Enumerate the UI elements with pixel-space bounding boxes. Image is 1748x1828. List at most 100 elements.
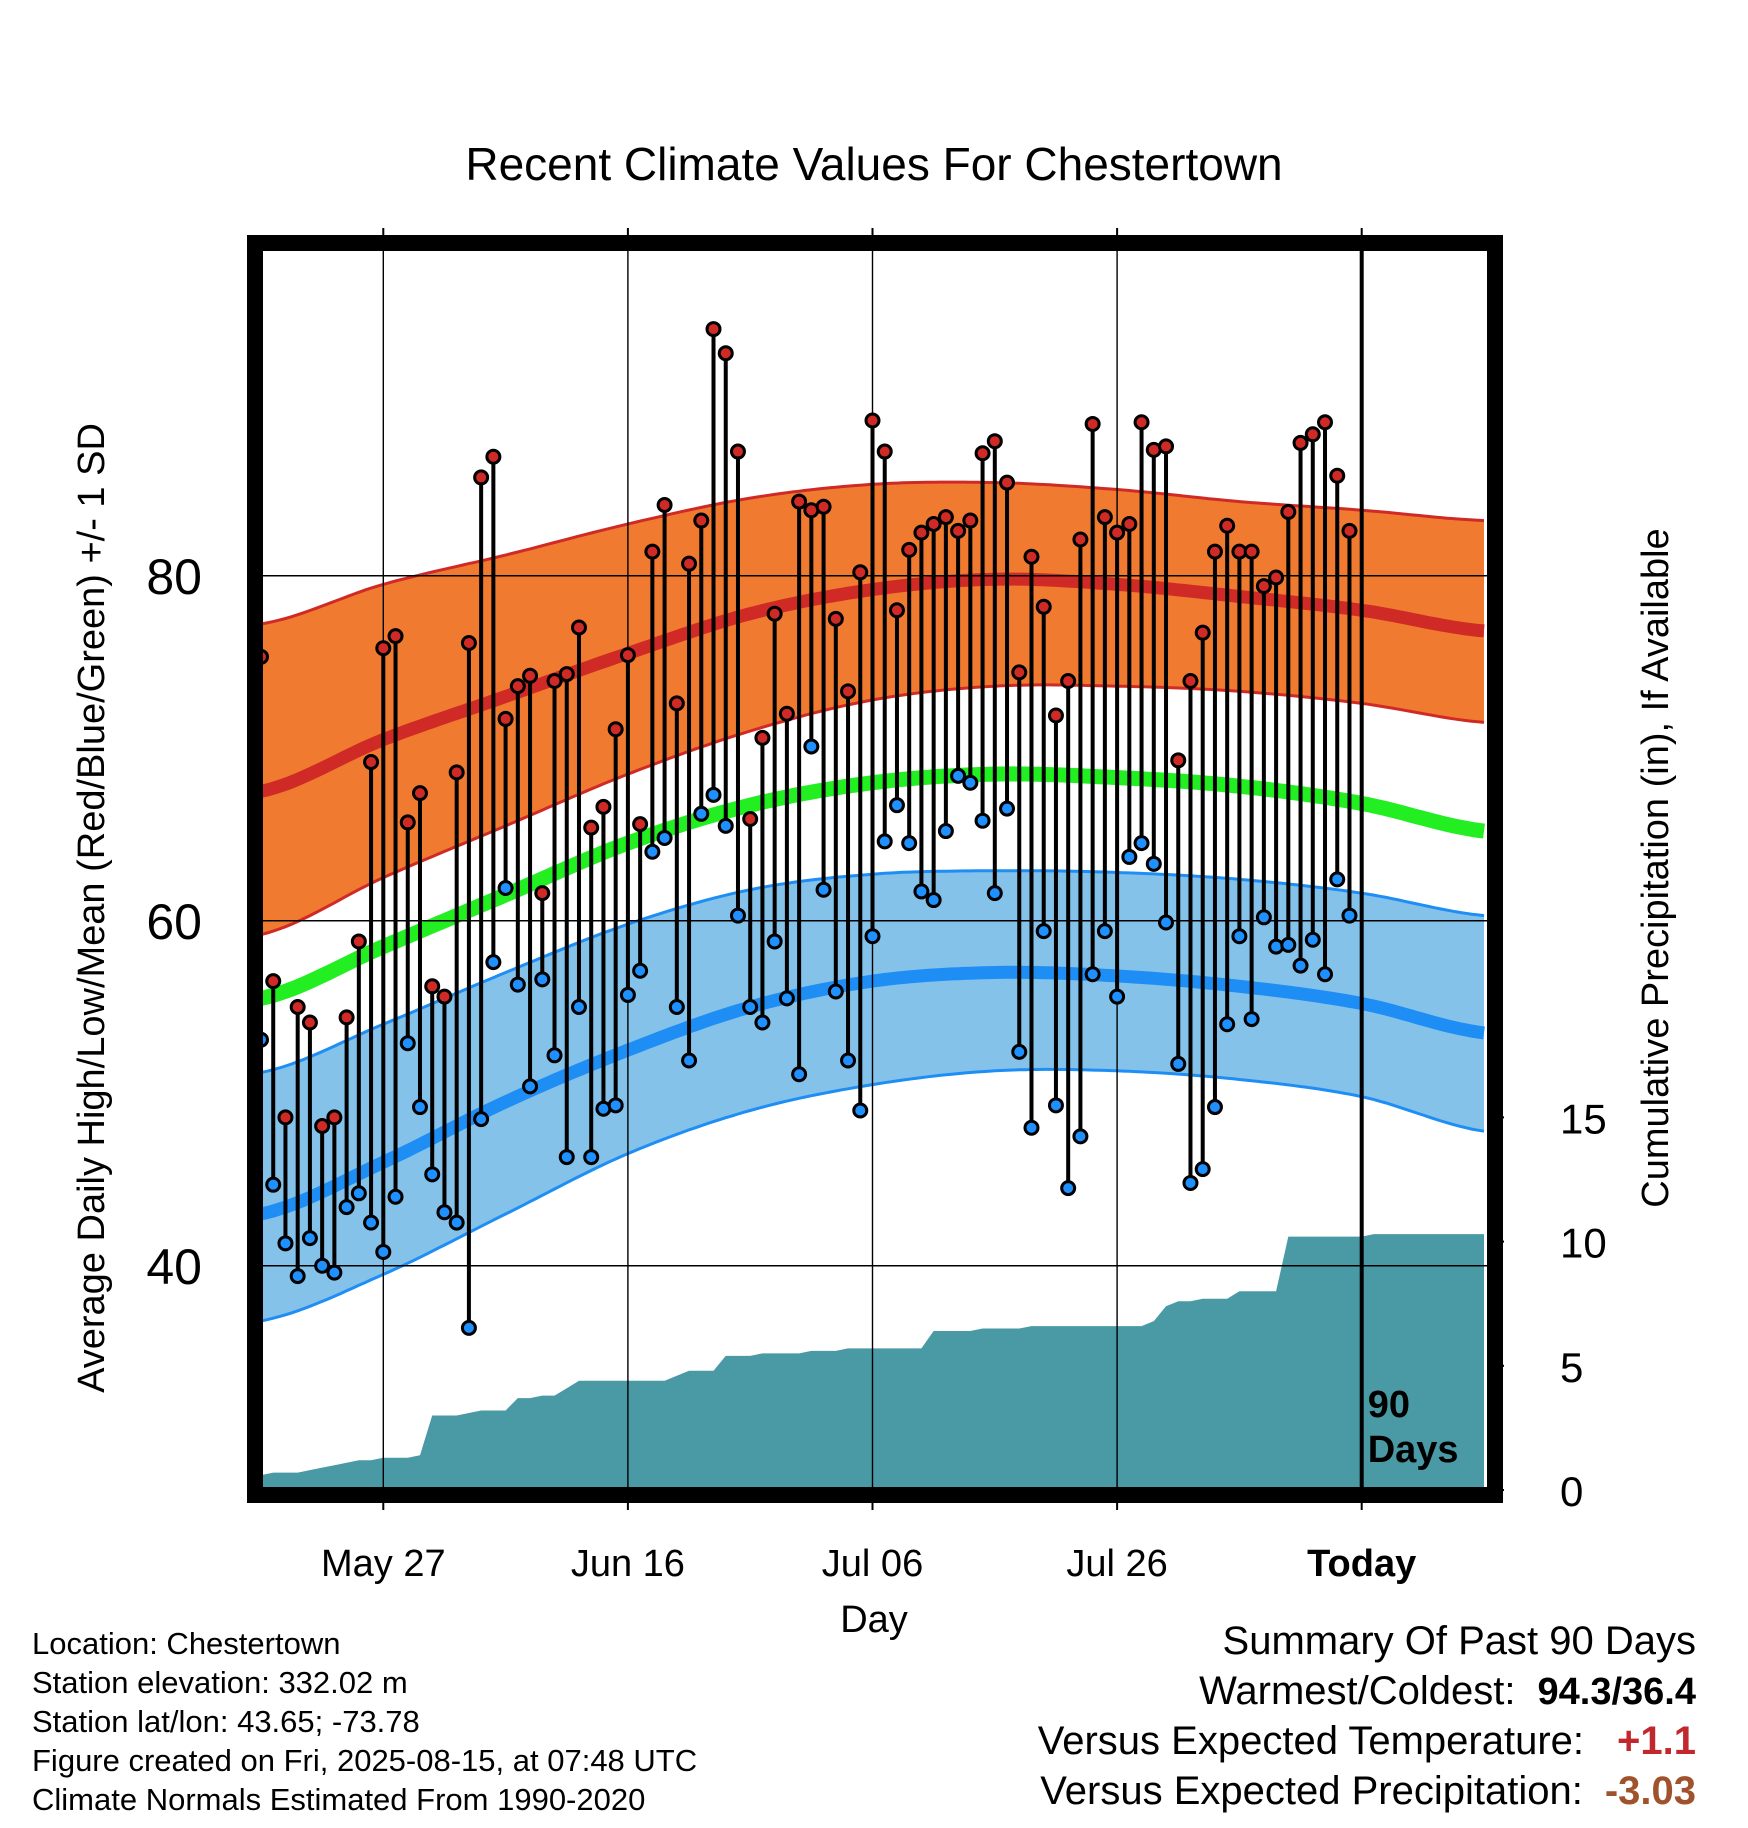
daily-low-point (742, 999, 759, 1015)
daily-low-point (350, 1185, 367, 1202)
daily-low-point (1109, 988, 1126, 1005)
daily-low-point (901, 835, 918, 852)
y2-tick-label-0: 0 (1560, 1468, 1583, 1515)
y-axis-label: Average Daily High/Low/Mean (Red/Blue/Gr… (71, 423, 113, 1393)
summary-warmest-coldest: Warmest/Coldest: 94.3/36.4 (1038, 1666, 1696, 1716)
daily-high-point (301, 1014, 318, 1031)
daily-high-point (399, 814, 416, 831)
daily-low-point (546, 1047, 563, 1064)
daily-high-point (1011, 664, 1028, 681)
daily-high-point (1060, 672, 1077, 689)
daily-low-point (301, 1230, 318, 1247)
daily-high-point (1047, 707, 1064, 724)
daily-high-point (778, 705, 795, 722)
daily-high-point (693, 512, 710, 529)
daily-low-point (656, 829, 673, 846)
daily-high-point (1255, 578, 1272, 595)
daily-low-point (485, 954, 502, 971)
daily-low-point (864, 928, 881, 945)
daily-high-point (607, 721, 624, 738)
warmest-coldest-label: Warmest/Coldest: (1199, 1669, 1516, 1713)
elevation-text: Station elevation: 332.02 m (32, 1665, 408, 1700)
daily-low-point (1219, 1016, 1236, 1033)
daily-high-point (766, 605, 783, 622)
daily-low-point (876, 833, 893, 850)
daily-low-point (583, 1149, 600, 1166)
summary-title: Summary Of Past 90 Days (1222, 1619, 1696, 1663)
daily-low-point (913, 883, 930, 900)
daily-high-point (473, 469, 490, 486)
daily-low-point (729, 907, 746, 924)
x-tick-label-2: Jul 06 (822, 1543, 923, 1585)
daily-low-point (1255, 909, 1272, 926)
daily-high-point (1096, 509, 1113, 526)
daily-low-point (888, 797, 905, 814)
daily-low-point (534, 971, 551, 988)
summary-temperature: Versus Expected Temperature: +1.1 (1038, 1716, 1696, 1766)
daily-low-point (827, 983, 844, 1000)
daily-low-point (778, 990, 795, 1007)
daily-low-point (1304, 931, 1321, 948)
daily-high-point (1268, 569, 1285, 586)
temp-label: Versus Expected Temperature: (1037, 1719, 1584, 1763)
daily-low-point (497, 879, 514, 896)
y2-tick-label-10: 10 (1560, 1220, 1607, 1267)
daily-high-point (1084, 415, 1101, 432)
daily-high-point (827, 610, 844, 627)
daily-low-point (1280, 936, 1297, 953)
y-tick-label-80: 80 (146, 549, 202, 605)
daily-high-point (522, 667, 539, 684)
daily-low-point (1011, 1043, 1028, 1060)
daily-low-point (1182, 1174, 1199, 1191)
daily-low-point (1231, 928, 1248, 945)
daily-high-point (632, 816, 649, 833)
daily-low-point (1243, 1011, 1260, 1028)
daily-low-point (1329, 871, 1346, 888)
warmest-coldest-value: 94.3/36.4 (1537, 1671, 1696, 1713)
x-tick-label-1: Jun 16 (571, 1543, 685, 1585)
daily-low-point (1023, 1119, 1040, 1136)
daily-low-point (1206, 1099, 1223, 1116)
daily-low-point (1084, 966, 1101, 983)
daily-low-point (558, 1149, 575, 1166)
x-tick-label-4: Today (1307, 1543, 1416, 1585)
y2-tick-label-5: 5 (1560, 1344, 1583, 1391)
daily-high-point (742, 810, 759, 827)
daily-high-point (509, 678, 526, 695)
x-tick-label-3: Jul 26 (1066, 1543, 1167, 1585)
x-tick-label-0: May 27 (321, 1543, 446, 1585)
daily-high-point (1304, 426, 1321, 443)
daily-high-point (289, 999, 306, 1015)
daily-low-point (815, 881, 832, 898)
daily-high-point (1182, 672, 1199, 689)
daily-low-point (522, 1078, 539, 1095)
daily-high-point (1280, 503, 1297, 520)
daily-low-point (644, 843, 661, 860)
daily-high-point (1219, 517, 1236, 534)
y2-axis-label: Cumulative Precipitation (in), If Availa… (1635, 528, 1677, 1207)
daily-low-point (1170, 1055, 1187, 1072)
precip-label: Versus Expected Precipitation: (1040, 1769, 1583, 1813)
latlon-text: Station lat/lon: 43.65; -73.78 (32, 1704, 420, 1739)
daily-low-point (681, 1052, 698, 1069)
daily-low-point (840, 1052, 857, 1069)
summary-precipitation: Versus Expected Precipitation: -3.03 (1038, 1766, 1696, 1816)
daily-low-point (766, 933, 783, 950)
created-text: Figure created on Fri, 2025-08-15, at 07… (32, 1743, 698, 1778)
daily-high-point (558, 666, 575, 683)
daily-high-point (546, 672, 563, 689)
daily-low-point (509, 976, 526, 993)
daily-low-point (424, 1166, 441, 1183)
daily-high-point (583, 819, 600, 836)
daily-high-point (815, 498, 832, 515)
daily-high-point (717, 345, 734, 362)
daily-high-point (1072, 531, 1089, 548)
daily-low-point (363, 1214, 380, 1231)
daily-high-point (791, 493, 808, 510)
days-window-label-0: 90 (1368, 1384, 1410, 1426)
daily-low-point (962, 774, 979, 791)
daily-low-point (1133, 835, 1150, 852)
daily-high-point (999, 474, 1016, 491)
daily-low-point (754, 1014, 771, 1031)
